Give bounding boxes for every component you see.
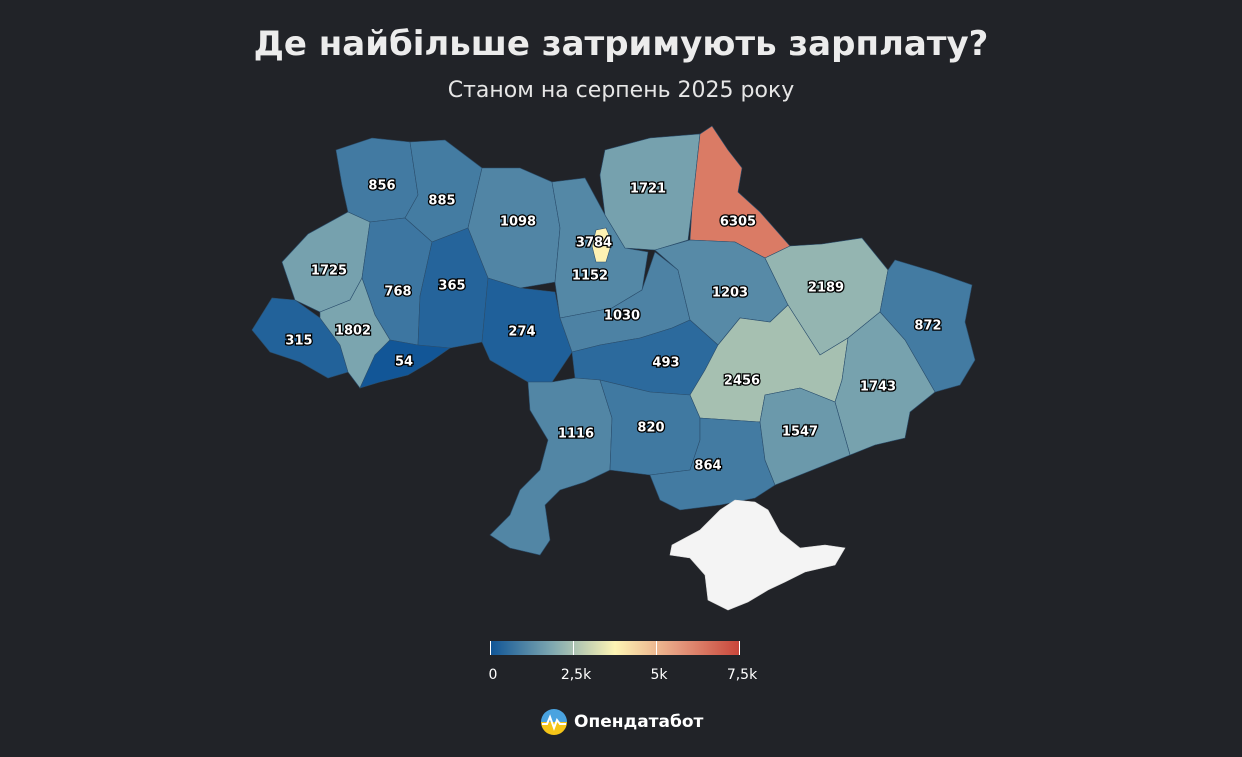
region-label-lviv: 1725 xyxy=(311,264,347,279)
page-subtitle: Станом на серпень 2025 року xyxy=(447,78,795,103)
region-label-poltava: 1203 xyxy=(712,286,748,301)
color-legend: 0 2,5k 5k 7,5k xyxy=(488,641,757,701)
legend-tick xyxy=(656,641,657,655)
brand-name: Опендатабот xyxy=(574,712,704,732)
page-title: Де найбільше затримують зарплату? xyxy=(253,24,989,64)
opendatabot-logo-icon xyxy=(541,709,567,735)
region-sumy[interactable] xyxy=(689,125,791,259)
region-khmelnytskyi[interactable] xyxy=(417,227,489,349)
region-label-kirovohrad: 493 xyxy=(652,356,679,371)
region-zaporizhzhia[interactable] xyxy=(759,387,851,486)
region-label-mykolaiv: 820 xyxy=(637,421,664,436)
region-label-vinnytsia: 274 xyxy=(508,325,535,340)
brand: Опендатабот xyxy=(540,708,703,736)
region-label-sumy: 6305 xyxy=(720,215,756,230)
region-label-zhytomyr: 1098 xyxy=(500,215,536,230)
region-chernivtsi[interactable] xyxy=(359,339,451,389)
region-label-kyiv-city: 3784 xyxy=(576,236,612,251)
region-odesa[interactable] xyxy=(489,377,613,556)
legend-gradient-bar xyxy=(490,641,740,655)
region-label-chernihiv: 1721 xyxy=(630,182,666,197)
legend-tick-label: 7,5k xyxy=(726,667,758,683)
region-label-donetsk: 1743 xyxy=(860,380,896,395)
legend-tick-label: 2,5k xyxy=(560,667,592,683)
region-label-volyn: 856 xyxy=(368,179,395,194)
region-label-kharkiv: 2189 xyxy=(808,281,844,296)
legend-tick-label: 5k xyxy=(650,667,668,683)
legend-tick-label: 0 xyxy=(488,667,498,683)
region-label-luhansk: 872 xyxy=(914,319,941,334)
region-label-kherson: 864 xyxy=(694,459,721,474)
region-label-ternopil: 768 xyxy=(384,285,411,300)
region-label-ivano-frankivsk: 1802 xyxy=(335,324,371,339)
region-vinnytsia[interactable] xyxy=(481,277,573,383)
region-label-khmelnytskyi: 365 xyxy=(438,279,465,294)
region-label-cherkasy: 1030 xyxy=(604,309,640,324)
region-label-dnipropetrovsk: 2456 xyxy=(724,374,760,389)
region-label-chernivtsi: 54 xyxy=(395,355,413,370)
region-kyiv-city[interactable] xyxy=(591,227,613,263)
region-label-odesa: 1116 xyxy=(558,427,594,442)
legend-tick xyxy=(573,641,574,655)
region-label-zaporizhzhia: 1547 xyxy=(782,425,818,440)
region-label-rivne: 885 xyxy=(428,194,455,209)
legend-tick xyxy=(490,641,491,655)
legend-tick xyxy=(739,641,740,655)
region-label-kyiv-oblast: 1152 xyxy=(572,269,608,284)
region-crimea[interactable] xyxy=(669,499,846,611)
region-label-zakarpattia: 315 xyxy=(285,334,312,349)
